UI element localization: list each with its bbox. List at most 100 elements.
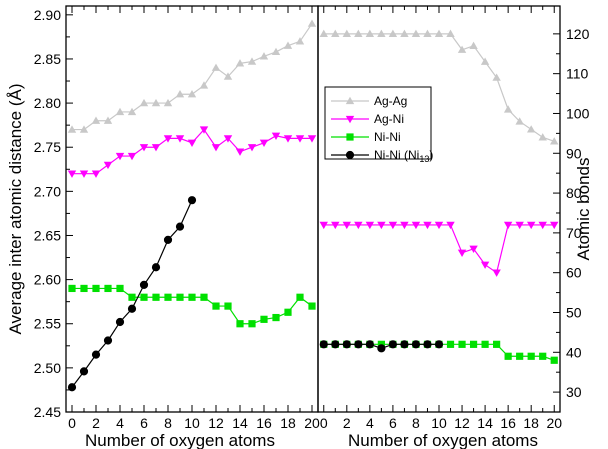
y-tick-label: 2.45 (34, 404, 61, 420)
data-point (469, 41, 478, 49)
series-ni-ni (68, 284, 316, 328)
data-point (388, 340, 398, 349)
series-line (323, 224, 555, 274)
data-point (152, 293, 160, 301)
x-axis-title: Number of oxygen atoms (348, 431, 538, 449)
data-point (176, 293, 184, 301)
x-tick-label: 14 (477, 415, 493, 431)
data-point (354, 29, 363, 38)
data-point (319, 29, 328, 38)
data-point (283, 135, 293, 143)
data-point (67, 383, 77, 392)
data-point (91, 116, 101, 124)
data-point (434, 29, 444, 38)
data-point (92, 284, 100, 293)
data-point (342, 221, 352, 230)
data-point (116, 284, 124, 293)
data-point (259, 139, 269, 148)
x-tick-label: 18 (280, 415, 296, 431)
data-point (115, 317, 125, 327)
y-tick-label: 2.90 (34, 7, 61, 23)
series-ag-ag (319, 29, 559, 145)
data-point (295, 135, 305, 143)
y-tick-label: 90 (566, 145, 582, 161)
data-point (492, 73, 501, 81)
data-point (79, 125, 89, 133)
data-point (283, 41, 293, 49)
data-point (139, 144, 149, 152)
x-tick-label: 16 (256, 415, 272, 431)
x-tick-label: 18 (523, 415, 539, 431)
y-tick-label: 110 (566, 66, 589, 82)
data-point (79, 170, 89, 178)
plot-frame (65, 5, 319, 413)
x-tick-label: 2 (92, 415, 100, 431)
series-ag-ni (319, 221, 559, 277)
data-point (538, 133, 547, 141)
data-point (423, 221, 432, 230)
legend-label: Ag-Ni (374, 112, 404, 126)
data-point (115, 107, 125, 116)
data-point (434, 221, 444, 230)
data-point (377, 344, 386, 353)
data-point (307, 135, 317, 143)
x-tick-label: 0 (320, 415, 328, 431)
data-point (377, 221, 386, 230)
data-point (411, 340, 421, 349)
data-point (400, 29, 409, 38)
series-ag-ni (67, 126, 317, 178)
data-point (493, 340, 501, 348)
data-point (434, 340, 444, 349)
data-point (296, 293, 304, 301)
data-point (550, 356, 558, 364)
y-tick-label: 2.65 (34, 227, 61, 243)
data-point (411, 221, 421, 230)
data-point (504, 352, 512, 360)
data-point (400, 340, 409, 349)
data-point (457, 249, 467, 257)
data-point (284, 308, 292, 316)
x-tick-label: 4 (366, 415, 374, 431)
x-tick-label: 4 (116, 415, 124, 431)
data-point (538, 221, 547, 230)
legend-marker (345, 115, 355, 124)
data-point (127, 304, 137, 313)
x-tick-label: 8 (412, 415, 420, 431)
x-tick-label: 6 (389, 415, 397, 431)
x-tick-label: 0 (68, 415, 76, 431)
y-tick-label: 80 (566, 185, 582, 201)
data-point (163, 235, 173, 244)
data-point (103, 116, 113, 124)
y-tick-label: 2.50 (34, 360, 61, 376)
legend: Ag-Ag Ag-Ni Ni-Ni Ni-Ni (Ni13) (324, 86, 433, 164)
data-point (331, 340, 340, 349)
x-tick-label: 12 (454, 415, 470, 431)
legend-marker (345, 96, 355, 105)
plot-frame (317, 5, 561, 413)
data-point (211, 144, 221, 152)
data-point (308, 302, 316, 310)
data-point (481, 340, 489, 348)
y-tick-label: 2.80 (34, 95, 61, 111)
data-point (319, 340, 328, 349)
data-point (342, 340, 351, 349)
data-point (163, 98, 173, 107)
x-tick-label: 16 (500, 415, 516, 431)
legend-item: Ni-Ni (Ni13) (331, 148, 433, 164)
data-point (128, 293, 136, 301)
series-ag-ag (67, 19, 317, 133)
data-point (365, 340, 374, 349)
data-point (247, 144, 257, 152)
legend-label: Ag-Ag (374, 94, 407, 108)
data-point (354, 221, 363, 230)
data-point (446, 29, 455, 38)
data-point (187, 196, 197, 205)
y-tick-label: 2.85 (34, 51, 61, 67)
data-point (235, 59, 245, 67)
y-axis-title: Atomic bonds (574, 158, 593, 261)
data-point (503, 105, 513, 113)
data-point (248, 320, 256, 328)
x-axis-title: Number of oxygen atoms (85, 431, 275, 449)
data-point (151, 263, 161, 272)
